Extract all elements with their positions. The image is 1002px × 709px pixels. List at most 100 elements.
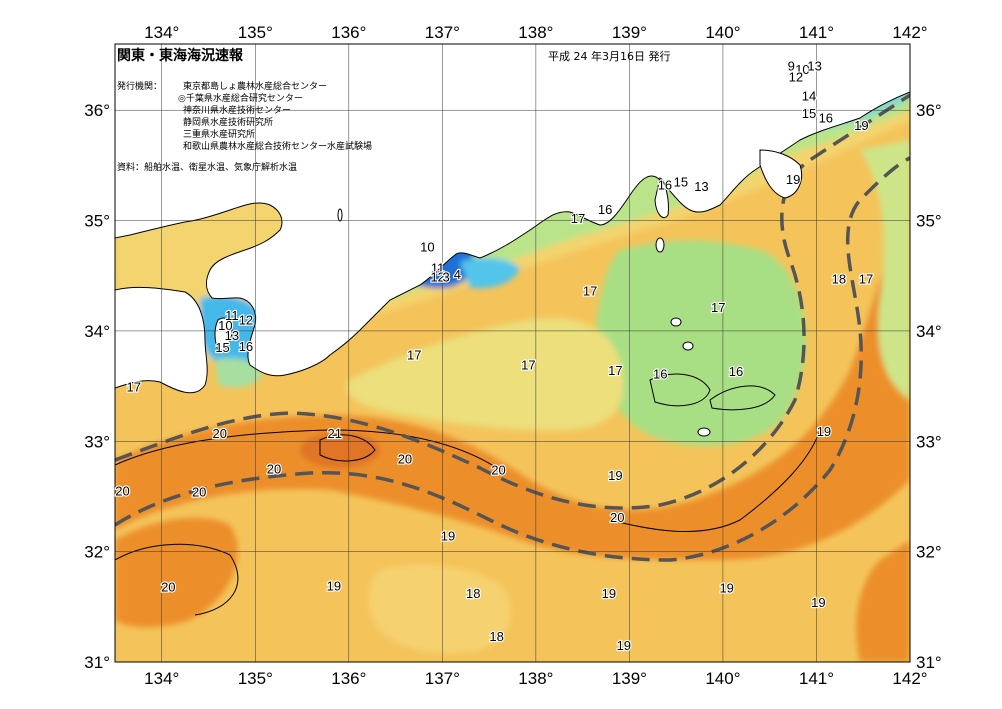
sea-zone-20-west xyxy=(115,517,238,628)
longitude-label: 140° xyxy=(705,23,740,42)
longitude-labels-bottom: 134° 135° 136° 137° 138° 139° 140° 141° 142° xyxy=(144,669,927,688)
isotherm-label: 19 xyxy=(719,580,733,595)
isotherm-16-east xyxy=(709,385,776,411)
isotherm-label: 16 xyxy=(729,364,743,379)
isotherm-label: 15 xyxy=(674,174,688,189)
isotherm-label: 12 xyxy=(430,269,444,284)
latitude-label: 34° xyxy=(84,322,110,341)
isotherm-label: 18 xyxy=(466,586,480,601)
land-awaji-island xyxy=(214,317,233,351)
latitude-label: 35° xyxy=(84,212,110,231)
latitude-labels-left: 36° 35° 34° 33° 32° 31° xyxy=(84,101,110,672)
land-miyakejima xyxy=(682,341,694,351)
isotherm-label: 13 xyxy=(807,58,821,73)
isotherm-label: 17 xyxy=(583,284,597,299)
isotherm-label: 13 xyxy=(694,179,708,194)
isotherm-label: 16 xyxy=(819,110,833,125)
kuroshio-axis-lines xyxy=(115,93,910,562)
isotherm-label: 19 xyxy=(786,172,800,187)
isotherm-label: 20 xyxy=(213,426,227,441)
issuer-6: 和歌山県農林水産総合技術センター水産試験場 xyxy=(183,140,372,152)
issuing-organizations-label: 発行機関： xyxy=(117,80,162,92)
latitude-label: 32° xyxy=(916,543,942,562)
isotherm-label: 17 xyxy=(571,211,585,226)
latitude-label: 35° xyxy=(916,212,942,231)
latitude-label: 32° xyxy=(84,543,110,562)
longitude-label: 138° xyxy=(518,23,553,42)
isotherm-label: 16 xyxy=(598,202,612,217)
sea-zone-16-offshore xyxy=(596,240,806,446)
kuroshio-axis-north xyxy=(115,93,910,510)
longitude-label: 138° xyxy=(518,669,553,688)
isotherm-label: 19 xyxy=(817,424,831,439)
latitude-label: 36° xyxy=(916,101,942,120)
isotherm-label: 20 xyxy=(115,483,129,498)
sea-zone-17-east xyxy=(860,140,910,400)
map-title: 関東・東海海況速報 xyxy=(117,47,244,64)
isotherm-20-loop xyxy=(319,434,376,462)
isotherm-label: 17 xyxy=(711,300,725,315)
longitude-label: 139° xyxy=(612,669,647,688)
longitude-label: 136° xyxy=(331,669,366,688)
longitude-label: 139° xyxy=(612,23,647,42)
latitude-label: 33° xyxy=(916,432,942,451)
isotherm-label: 10 xyxy=(420,239,434,254)
isotherm-label: 10 xyxy=(218,318,232,333)
isotherm-label: 15 xyxy=(215,340,229,355)
isotherm-16-offshore xyxy=(649,373,711,407)
isotherm-label: 19 xyxy=(811,595,825,610)
land-izu-oshima xyxy=(655,237,665,253)
isotherm-label: 15 xyxy=(802,106,816,121)
longitude-label: 142° xyxy=(892,669,927,688)
longitude-label: 134° xyxy=(144,23,179,42)
isotherm-label: 16 xyxy=(658,178,672,193)
isotherm-label: 17 xyxy=(407,348,421,363)
isotherm-label: 11 xyxy=(431,260,445,275)
isotherm-label: 19 xyxy=(608,468,622,483)
isotherm-lines xyxy=(115,373,821,616)
isotherm-label: 17 xyxy=(126,380,140,395)
longitude-label: 137° xyxy=(425,23,460,42)
latitude-label: 36° xyxy=(84,101,110,120)
longitude-label: 135° xyxy=(238,23,273,42)
data-source: 資料：船舶水温、衛星水温、気象庁解析水温 xyxy=(117,161,297,173)
isotherm-label: 19 xyxy=(441,529,455,544)
latitude-labels-right: 36° 35° 34° 33° 32° 31° xyxy=(916,101,942,672)
isotherm-label: 3 xyxy=(442,269,449,284)
isotherm-label: 18 xyxy=(832,271,846,286)
longitude-label: 141° xyxy=(799,669,834,688)
map-frame xyxy=(114,43,911,663)
isotherm-label: 20 xyxy=(267,461,281,476)
isotherm-label: 4 xyxy=(454,267,461,282)
isotherm-20-line xyxy=(115,429,501,471)
land-shikoku xyxy=(115,286,208,394)
sea-zone-mikawa-bay xyxy=(460,258,520,289)
longitude-label: 140° xyxy=(705,669,740,688)
land-izu-peninsula xyxy=(654,177,669,219)
latitude-label: 31° xyxy=(84,653,110,672)
isotherm-label: 20 xyxy=(161,579,175,594)
sea-zone-17-band xyxy=(346,318,624,431)
isotherm-label: 20 xyxy=(398,451,412,466)
issuer-2: ◎千葉県水産総合研究センター xyxy=(178,92,303,104)
latitude-label: 33° xyxy=(84,432,110,451)
isotherm-label: 12 xyxy=(239,312,253,327)
isotherm-label: 20 xyxy=(610,510,624,525)
issuer-1: 東京都島しょ農林水産総合センター xyxy=(183,80,327,92)
latitude-label: 34° xyxy=(916,322,942,341)
longitude-label: 136° xyxy=(331,23,366,42)
land xyxy=(115,44,910,437)
kuroshio-axis-south xyxy=(115,156,910,562)
isotherm-label: 16 xyxy=(653,366,667,381)
isotherm-label: 21 xyxy=(328,426,342,441)
isotherm-label: 20 xyxy=(491,462,505,477)
map-area xyxy=(115,44,910,662)
isotherm-label: 19 xyxy=(327,578,341,593)
land-boso-peninsula xyxy=(759,149,803,199)
land-kii-peninsula xyxy=(115,44,910,377)
longitude-label: 141° xyxy=(799,23,834,42)
longitude-label: 142° xyxy=(892,23,927,42)
land-hachijojima xyxy=(697,427,711,437)
issuer-5: 三重県水産研究所 xyxy=(183,128,255,140)
